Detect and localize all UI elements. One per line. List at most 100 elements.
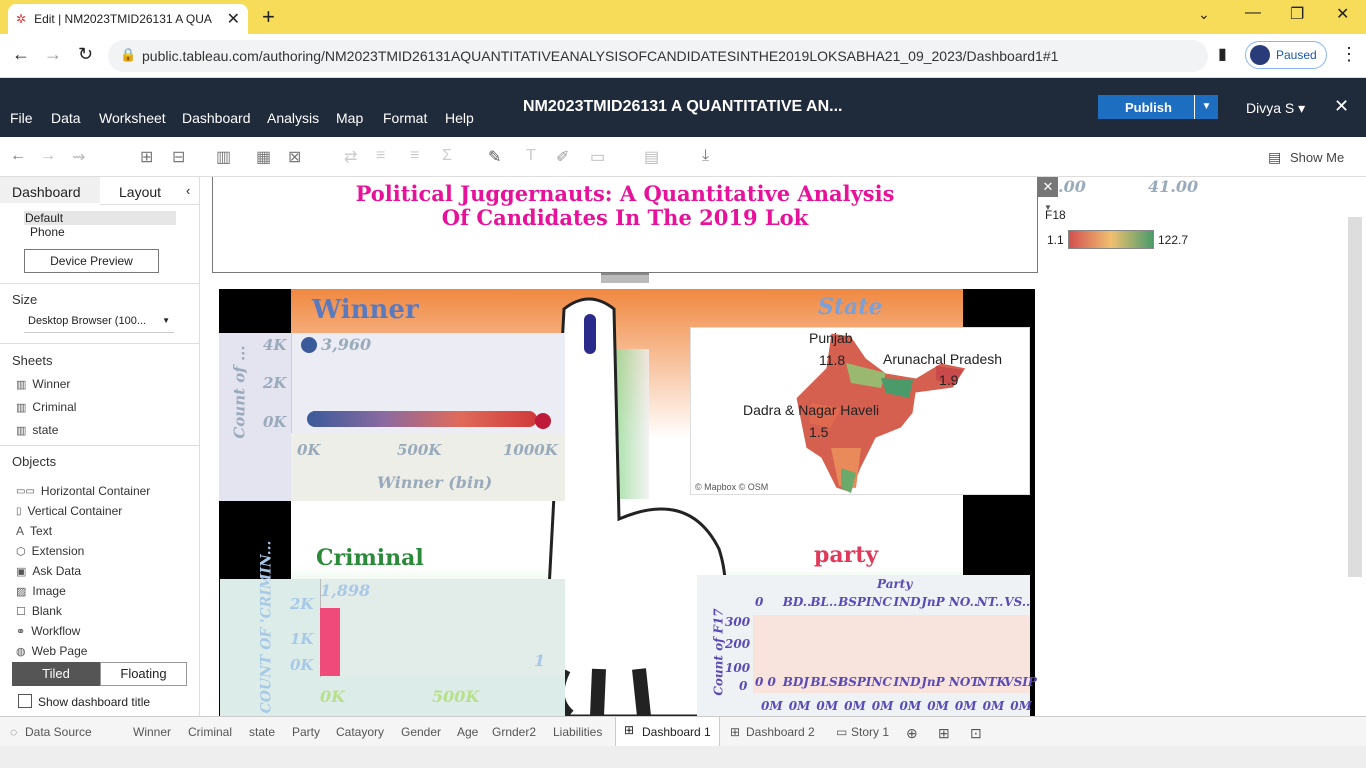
- tab-dashboard-2[interactable]: Dashboard 2: [746, 725, 815, 739]
- legend-max: 122.7: [1158, 233, 1189, 247]
- duplicate-icon[interactable]: ▦: [256, 149, 272, 166]
- sort-asc-icon[interactable]: ≡: [376, 147, 386, 164]
- menu-data[interactable]: Data: [51, 110, 81, 126]
- menu-format[interactable]: Format: [383, 110, 428, 126]
- clear-icon[interactable]: ⊠: [288, 149, 302, 166]
- winner-max-point[interactable]: [301, 337, 317, 353]
- resize-handle[interactable]: [601, 273, 649, 283]
- winner-point-series[interactable]: [307, 411, 537, 427]
- sheet-item-criminal[interactable]: ▥ Criminal: [16, 400, 76, 414]
- state-map[interactable]: Punjab 11.8 Arunachal Pradesh 1.9 Dadra …: [690, 327, 1030, 495]
- close-icon[interactable]: ✕: [1334, 96, 1350, 116]
- object-vertical-container[interactable]: ▯ Vertical Container: [16, 504, 122, 518]
- menu-worksheet[interactable]: Worksheet: [99, 110, 166, 126]
- tab-layout[interactable]: Layout ‹: [100, 177, 200, 205]
- download-icon[interactable]: ⤓: [702, 147, 710, 164]
- back-icon[interactable]: ←: [12, 44, 30, 64]
- party-ylabel: Count of F17: [711, 608, 726, 696]
- chevron-down-icon[interactable]: ▼: [1194, 95, 1218, 119]
- menu-dashboard[interactable]: Dashboard: [182, 110, 251, 126]
- fit-icon[interactable]: ▭: [590, 149, 606, 166]
- menu-map[interactable]: Map: [336, 110, 364, 126]
- sheet-item-winner[interactable]: ▥ Winner: [16, 377, 70, 391]
- chevron-down-icon[interactable]: ⌄: [1198, 6, 1210, 22]
- close-tab-icon[interactable]: ✕: [226, 11, 240, 28]
- party-chart[interactable]: Party 0 BD.. BL.. BSP INC IND JnP NO.. NT.. VS.. …: [697, 575, 1037, 716]
- publish-button[interactable]: Publish ▼: [1098, 95, 1218, 119]
- replay-icon[interactable]: ⇝: [72, 149, 86, 166]
- menu-file[interactable]: File: [10, 110, 33, 126]
- vertical-scrollbar[interactable]: [1348, 217, 1362, 577]
- tab-winner[interactable]: Winner: [133, 725, 172, 739]
- show-me-button[interactable]: Show Me: [1290, 150, 1345, 165]
- object-text[interactable]: A Text: [16, 524, 52, 538]
- tab-age[interactable]: Age: [457, 725, 479, 739]
- sort-desc-icon[interactable]: ≡: [410, 147, 420, 164]
- tab-gender[interactable]: Gender: [401, 725, 442, 739]
- object-workflow[interactable]: ⚭ Workflow: [16, 624, 80, 638]
- floating-button[interactable]: Floating: [100, 662, 187, 686]
- user-menu[interactable]: Divya S ▾: [1246, 100, 1306, 116]
- show-me-icon[interactable]: ▤: [1268, 149, 1282, 165]
- object-image[interactable]: ▨ Image: [16, 584, 66, 598]
- criminal-bar[interactable]: [320, 608, 340, 676]
- redo-icon[interactable]: →: [40, 147, 56, 164]
- profile-chip[interactable]: Paused: [1245, 41, 1327, 69]
- swap-icon[interactable]: ⇄: [344, 149, 358, 166]
- kebab-menu-icon[interactable]: ⋮: [1340, 44, 1358, 64]
- new-sheet-icon[interactable]: ▥: [216, 149, 232, 166]
- object-web-page[interactable]: ◍ Web Page: [16, 644, 87, 658]
- tab-data-source[interactable]: Data Source: [25, 725, 92, 739]
- tab-party[interactable]: Party: [292, 725, 321, 739]
- map-credit: © Mapbox © OSM: [695, 482, 769, 492]
- dashboard-title-box[interactable]: Political Juggernauts: A Quantitative An…: [212, 177, 1038, 273]
- new-tab-icon[interactable]: +: [262, 4, 275, 29]
- forward-icon[interactable]: →: [44, 44, 62, 64]
- device-default[interactable]: Default: [24, 211, 176, 225]
- pause-icon[interactable]: ⊟: [172, 149, 186, 166]
- new-story-icon[interactable]: ⊡: [970, 725, 982, 741]
- tiled-button[interactable]: Tiled: [12, 662, 100, 686]
- object-horizontal-container[interactable]: ▭▭ Horizontal Container: [16, 484, 150, 498]
- tab-dashboard[interactable]: Dashboard: [0, 177, 100, 205]
- object-extension[interactable]: ⬡ Extension: [16, 544, 84, 558]
- show-title-checkbox[interactable]: [18, 694, 32, 708]
- menu-analysis[interactable]: Analysis: [267, 110, 320, 126]
- close-window-icon[interactable]: ✕: [1336, 6, 1350, 23]
- format-icon[interactable]: ✐: [556, 149, 570, 166]
- object-ask-data[interactable]: ▣ Ask Data: [16, 564, 81, 578]
- labels-icon[interactable]: T: [526, 147, 536, 164]
- winner-chart[interactable]: Count of ... 4K 2K 0K 3,960 0K 500K 1000…: [219, 333, 565, 501]
- device-preview-button[interactable]: Device Preview: [24, 249, 159, 273]
- undo-icon[interactable]: ←: [10, 147, 26, 164]
- collapse-icon[interactable]: ‹: [186, 183, 191, 198]
- object-blank[interactable]: ☐ Blank: [16, 604, 62, 618]
- chevron-down-icon[interactable]: ▼: [1044, 203, 1052, 212]
- url-field[interactable]: 🔒 public.tableau.com/authoring/NM2023TMI…: [108, 40, 1208, 72]
- close-legend-button[interactable]: ✕: [1038, 177, 1058, 197]
- sidepanel-icon[interactable]: ▮: [1218, 46, 1227, 63]
- criminal-chart[interactable]: COUNT OF 'CRIMIN... 2K 1K 0K 1,898 1 0K …: [220, 541, 565, 716]
- restore-icon[interactable]: ❐: [1290, 6, 1305, 23]
- new-datasource-icon[interactable]: ⊞: [140, 149, 154, 166]
- tab-criminal[interactable]: Criminal: [188, 725, 233, 739]
- tab-state[interactable]: state: [249, 725, 276, 739]
- winner-end-point[interactable]: [535, 413, 551, 429]
- chart-icon[interactable]: ▤: [644, 149, 660, 166]
- new-dashboard-icon[interactable]: ⊞: [938, 725, 950, 741]
- new-worksheet-icon[interactable]: ⊕: [906, 725, 918, 741]
- tab-catayory[interactable]: Catayory: [336, 725, 385, 739]
- tab-dashboard-1[interactable]: ⊞ Dashboard 1: [615, 717, 720, 747]
- tab-grnder2[interactable]: Grnder2: [492, 725, 537, 739]
- device-phone[interactable]: Phone: [30, 225, 65, 239]
- sheet-item-state[interactable]: ▥ state: [16, 423, 58, 437]
- highlight-icon[interactable]: ✎: [488, 149, 502, 166]
- minimize-icon[interactable]: —: [1245, 4, 1261, 21]
- tab-liabilities[interactable]: Liabilities: [553, 725, 603, 739]
- reload-icon[interactable]: ↻: [78, 44, 94, 64]
- tab-story-1[interactable]: Story 1: [851, 725, 890, 739]
- menu-help[interactable]: Help: [445, 110, 474, 126]
- browser-tab[interactable]: ✲ Edit | NM2023TMID26131 A QUA ✕: [8, 4, 248, 34]
- size-dropdown[interactable]: Desktop Browser (100... ▼: [24, 315, 174, 333]
- totals-icon[interactable]: Σ: [442, 147, 452, 164]
